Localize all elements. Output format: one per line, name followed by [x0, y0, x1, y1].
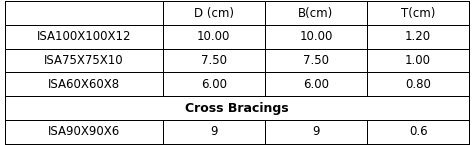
Text: 9: 9 — [312, 125, 320, 138]
Bar — [5, 96, 469, 120]
Text: 7.50: 7.50 — [303, 54, 329, 67]
Text: 9: 9 — [210, 125, 218, 138]
Text: D (cm): D (cm) — [194, 7, 234, 20]
Bar — [5, 25, 163, 49]
Text: 6.00: 6.00 — [303, 78, 329, 91]
Text: ISA60X60X8: ISA60X60X8 — [48, 78, 120, 91]
Text: 0.80: 0.80 — [405, 78, 431, 91]
Bar — [265, 25, 367, 49]
Text: B(cm): B(cm) — [298, 7, 334, 20]
Bar — [367, 49, 469, 72]
Text: ISA75X75X10: ISA75X75X10 — [44, 54, 124, 67]
Text: 10.00: 10.00 — [197, 30, 230, 44]
Text: ISA90X90X6: ISA90X90X6 — [47, 125, 120, 138]
Bar — [163, 72, 265, 96]
Text: 1.00: 1.00 — [405, 54, 431, 67]
Text: 7.50: 7.50 — [201, 54, 227, 67]
Text: 1.20: 1.20 — [405, 30, 431, 44]
Bar — [5, 120, 163, 144]
Bar — [5, 49, 163, 72]
Text: T(cm): T(cm) — [401, 7, 435, 20]
Bar — [367, 1, 469, 25]
Bar — [163, 1, 265, 25]
Bar — [5, 72, 163, 96]
Bar — [163, 49, 265, 72]
Bar — [265, 49, 367, 72]
Bar — [265, 72, 367, 96]
Bar — [5, 1, 163, 25]
Bar — [367, 25, 469, 49]
Text: 0.6: 0.6 — [409, 125, 428, 138]
Text: ISA100X100X12: ISA100X100X12 — [36, 30, 131, 44]
Text: 10.00: 10.00 — [299, 30, 333, 44]
Bar — [265, 1, 367, 25]
Bar — [367, 120, 469, 144]
Bar — [265, 120, 367, 144]
Text: 6.00: 6.00 — [201, 78, 227, 91]
Text: Cross Bracings: Cross Bracings — [185, 102, 289, 115]
Bar — [163, 25, 265, 49]
Bar — [367, 72, 469, 96]
Bar — [163, 120, 265, 144]
